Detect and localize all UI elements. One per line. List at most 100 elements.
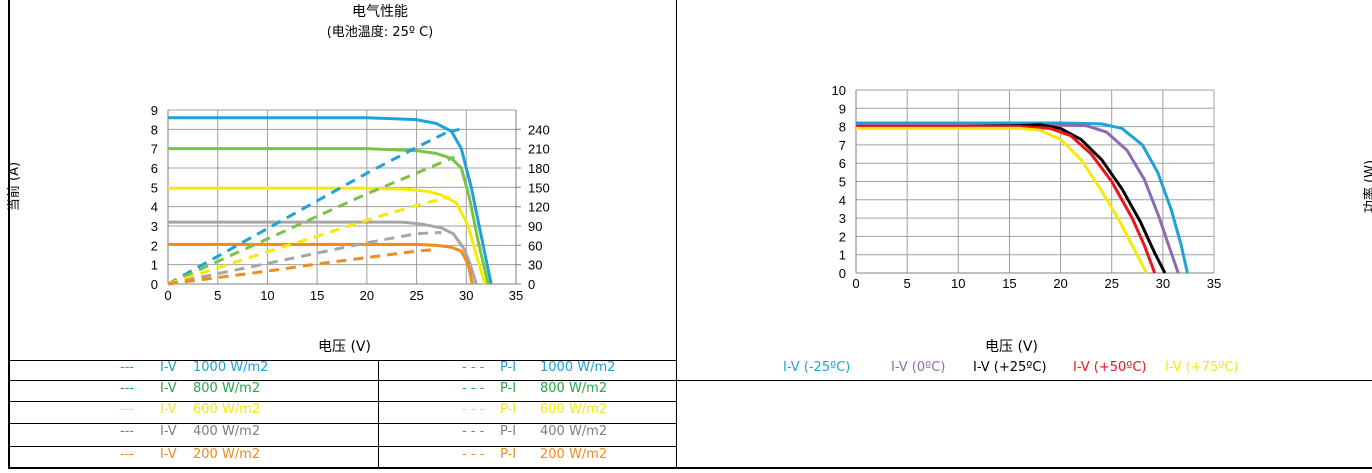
legend-type: I-V bbox=[160, 360, 177, 375]
series-line bbox=[167, 155, 455, 286]
y-tick-label: 8 bbox=[839, 120, 846, 135]
legend-irradiance: 200 W/m2 bbox=[540, 447, 608, 462]
left-xlabel: 电压 (V) bbox=[318, 339, 371, 355]
legend-dash: --- bbox=[120, 402, 135, 417]
legend-dash: --- bbox=[120, 447, 135, 462]
legend-irradiance: 600 W/m2 bbox=[540, 402, 608, 417]
x-tick-label: 10 bbox=[260, 288, 274, 303]
legend-temperature-item: I-V (+75ºC) bbox=[1165, 360, 1239, 375]
y-tick-label: 1 bbox=[151, 258, 158, 273]
legend-type: P-I bbox=[500, 381, 517, 396]
series-line bbox=[856, 121, 1189, 274]
x-tick-label: 25 bbox=[1104, 276, 1118, 291]
legend-dash: --- bbox=[120, 360, 135, 375]
legend-irradiance: 1000 W/m2 bbox=[540, 360, 616, 375]
legend-rule bbox=[677, 380, 1372, 381]
legend-dash: - - - bbox=[462, 360, 485, 375]
series-line bbox=[856, 125, 1157, 274]
legend-rule bbox=[10, 446, 676, 447]
legend-type: I-V bbox=[160, 447, 177, 462]
series-line bbox=[856, 123, 1180, 274]
legend-irradiance: 200 W/m2 bbox=[193, 447, 261, 462]
legend-rule bbox=[10, 423, 676, 424]
y2-tick-label: 0 bbox=[528, 277, 535, 292]
legend-dash: --- bbox=[120, 381, 135, 396]
legend-irradiance: 800 W/m2 bbox=[193, 381, 261, 396]
y-tick-label: 2 bbox=[151, 238, 158, 253]
y-tick-label: 9 bbox=[839, 101, 846, 116]
legend-dash: - - - bbox=[462, 424, 485, 439]
legend-temperature-item: I-V (+25ºC) bbox=[973, 360, 1047, 375]
y-tick-label: 6 bbox=[151, 161, 158, 176]
x-tick-label: 20 bbox=[360, 288, 374, 303]
y-tick-label: 7 bbox=[839, 138, 846, 153]
legend-type: I-V bbox=[160, 381, 177, 396]
series-line bbox=[856, 126, 1148, 274]
x-tick-label: 25 bbox=[409, 288, 423, 303]
y-tick-label: 3 bbox=[839, 211, 846, 226]
legend-dash: --- bbox=[120, 424, 135, 439]
series-line bbox=[168, 186, 487, 285]
y-tick-label: 0 bbox=[839, 266, 846, 281]
x-tick-label: 35 bbox=[509, 288, 523, 303]
legend-type: P-I bbox=[500, 360, 517, 375]
panel-divider bbox=[676, 0, 677, 469]
left-chart-title: 电气性能 bbox=[352, 4, 408, 20]
y-tick-label: 4 bbox=[151, 200, 158, 215]
legend-irradiance: 600 W/m2 bbox=[193, 402, 261, 417]
legend-type: P-I bbox=[500, 447, 517, 462]
series-line bbox=[168, 116, 493, 285]
series-line bbox=[168, 220, 478, 285]
legend-irradiance: 400 W/m2 bbox=[540, 424, 608, 439]
y2-tick-label: 60 bbox=[528, 238, 542, 253]
y2-tick-label: 210 bbox=[528, 142, 550, 157]
x-tick-label: 5 bbox=[214, 288, 221, 303]
left-ylabel: 当前 (A) bbox=[7, 161, 23, 212]
y2-tick-label: 180 bbox=[528, 161, 550, 176]
y-tick-label: 1 bbox=[839, 248, 846, 263]
legend-irradiance: 800 W/m2 bbox=[540, 381, 608, 396]
y-tick-label: 9 bbox=[151, 103, 158, 118]
x-tick-label: 30 bbox=[459, 288, 473, 303]
y2-tick-label: 120 bbox=[528, 200, 550, 215]
right-ylabel: 功率 (W) bbox=[1363, 159, 1372, 214]
legend-rule bbox=[10, 380, 676, 381]
x-tick-label: 30 bbox=[1156, 276, 1170, 291]
right-xlabel: 电压 (V) bbox=[985, 339, 1038, 355]
legend-temperature-item: I-V (0ºC) bbox=[891, 360, 946, 375]
y-tick-label: 4 bbox=[839, 193, 846, 208]
legend-type: I-V bbox=[160, 424, 177, 439]
y2-tick-label: 30 bbox=[528, 258, 542, 273]
x-tick-label: 0 bbox=[852, 276, 859, 291]
legend-type: I-V bbox=[160, 402, 177, 417]
y-tick-label: 5 bbox=[151, 180, 158, 195]
legend-temperature-item: I-V (-25ºC) bbox=[783, 360, 851, 375]
series-line bbox=[168, 147, 490, 285]
y-tick-label: 6 bbox=[839, 156, 846, 171]
left-iv-pi-chart: 0 5 10 15 20 25 30 3501234567890306090120150180… bbox=[151, 103, 550, 303]
x-tick-label: 35 bbox=[1207, 276, 1221, 291]
y-tick-label: 0 bbox=[151, 277, 158, 292]
y2-tick-label: 150 bbox=[528, 180, 550, 195]
legend-type: P-I bbox=[500, 402, 517, 417]
series-line bbox=[856, 123, 1167, 274]
legend-dash: - - - bbox=[462, 381, 485, 396]
y-tick-label: 10 bbox=[832, 83, 846, 98]
y-tick-label: 2 bbox=[839, 229, 846, 244]
y-tick-label: 3 bbox=[151, 219, 158, 234]
y-tick-label: 5 bbox=[839, 175, 846, 190]
x-tick-label: 15 bbox=[1002, 276, 1016, 291]
left-chart-subtitle: (电池温度: 25º C) bbox=[326, 25, 434, 40]
y-tick-label: 7 bbox=[151, 142, 158, 157]
y2-tick-label: 90 bbox=[528, 219, 542, 234]
legend-type: P-I bbox=[500, 424, 517, 439]
x-tick-label: 10 bbox=[951, 276, 965, 291]
legend-dash: - - - bbox=[462, 402, 485, 417]
x-tick-label: 0 bbox=[164, 288, 171, 303]
legend-rule bbox=[10, 360, 676, 361]
legend-irradiance: 400 W/m2 bbox=[193, 424, 261, 439]
x-tick-label: 20 bbox=[1053, 276, 1067, 291]
x-tick-label: 15 bbox=[310, 288, 324, 303]
legend-dash: - - - bbox=[462, 447, 485, 462]
legend-column-divider bbox=[378, 360, 379, 469]
